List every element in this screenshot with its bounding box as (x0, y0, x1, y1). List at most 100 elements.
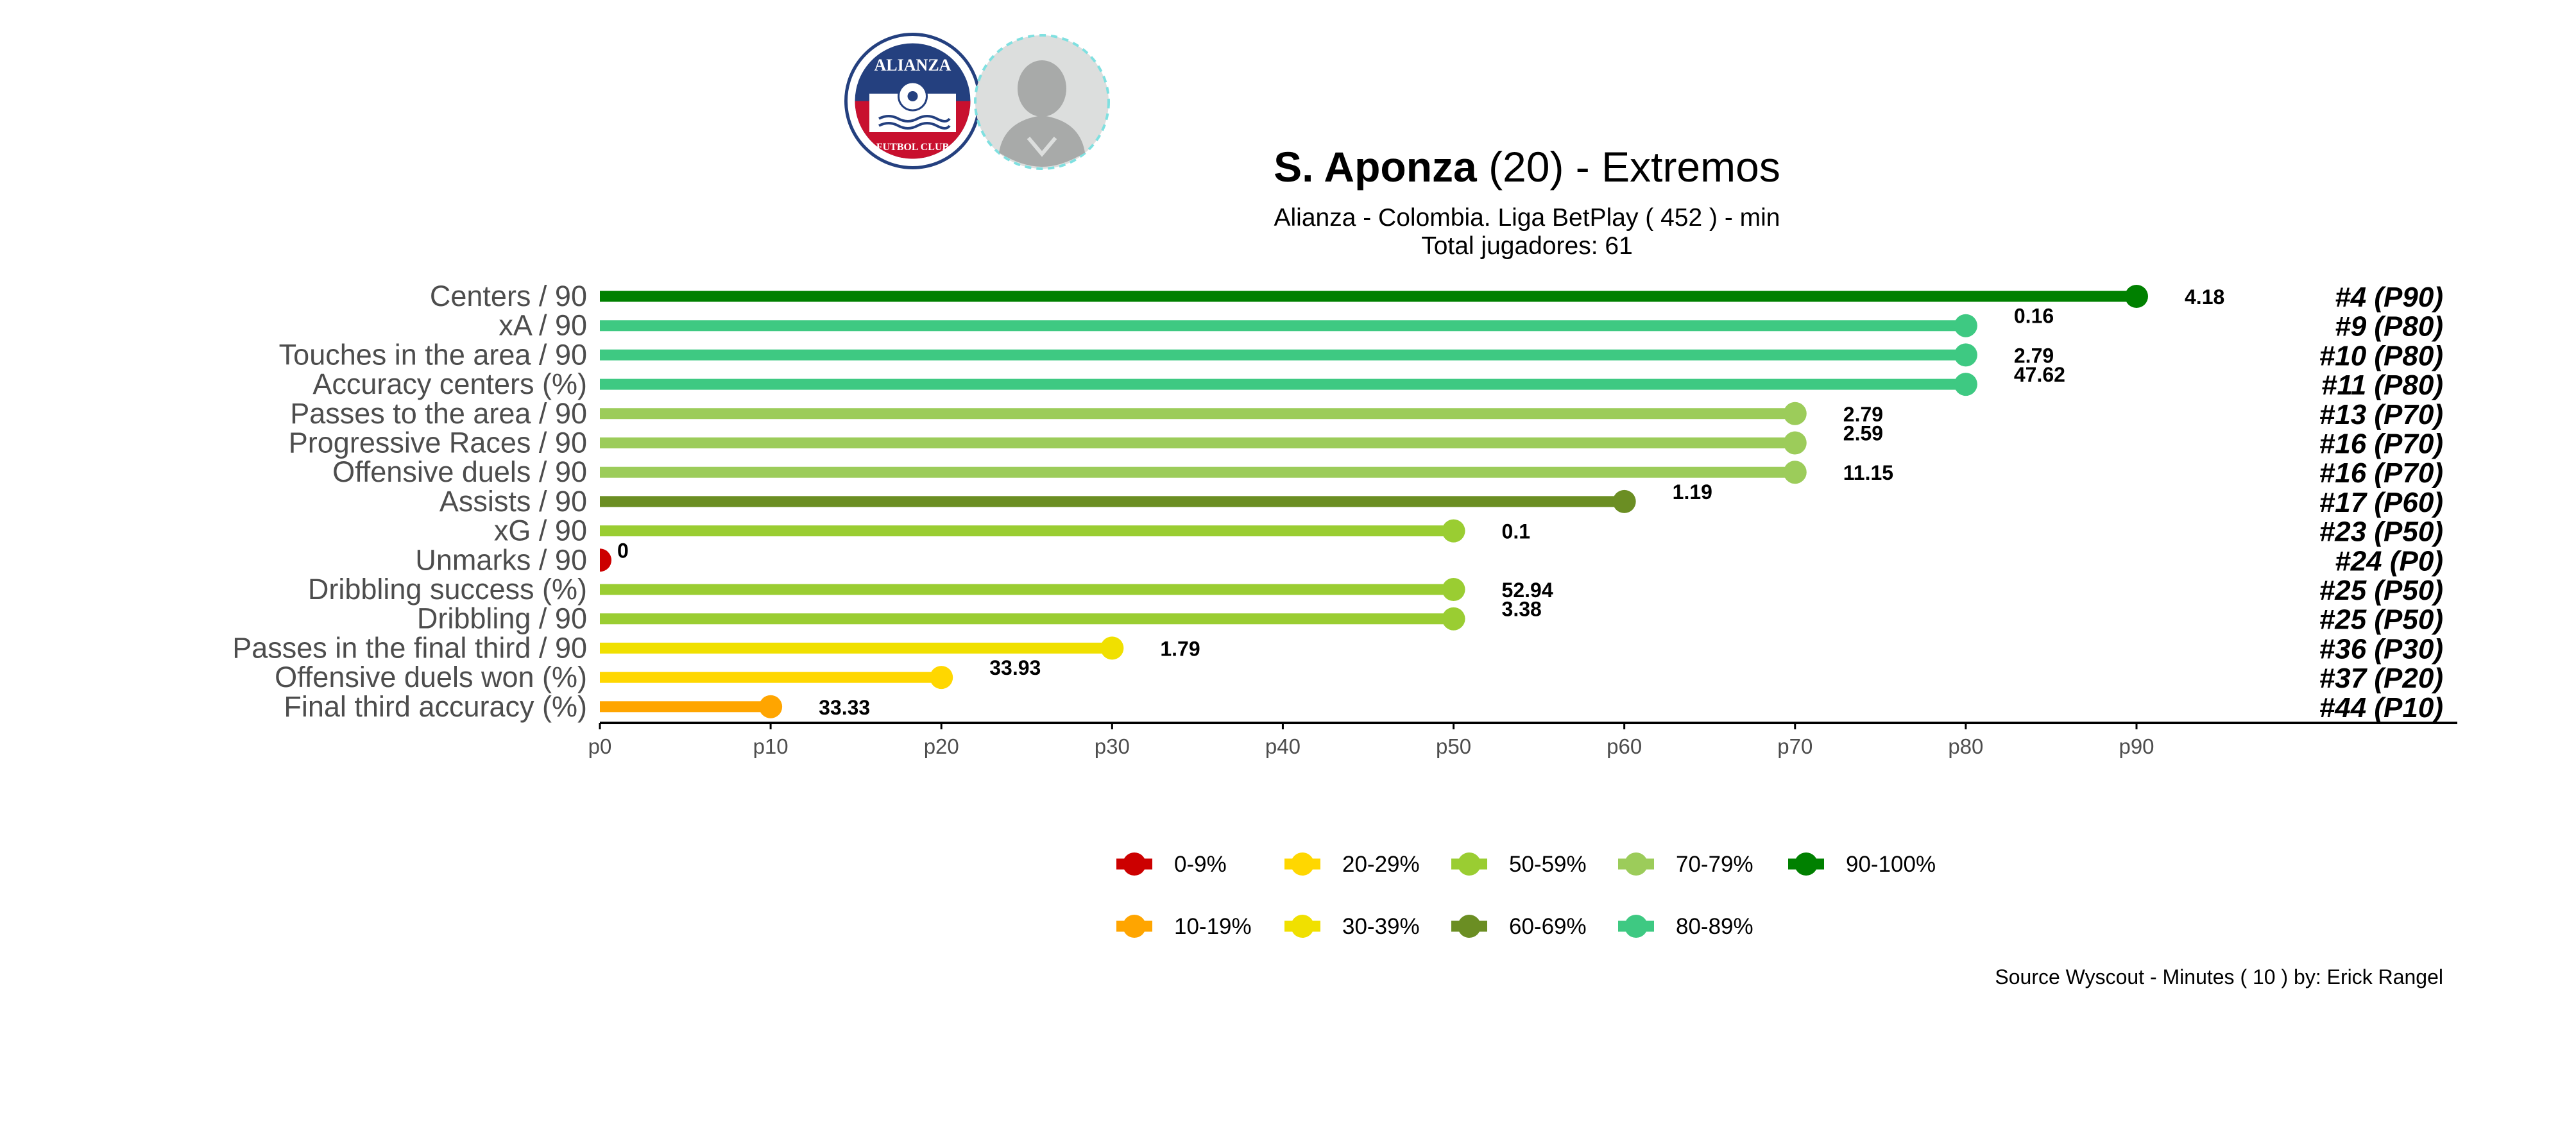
legend-swatch-dot (1123, 915, 1146, 938)
lollipop-dot (1954, 343, 1977, 367)
legend-swatch-dot (1123, 852, 1146, 876)
legend-swatch-dot (1625, 852, 1648, 876)
x-tick-label: p30 (1095, 734, 1130, 758)
legend-swatch-dot (1625, 915, 1648, 938)
player-avatar (972, 32, 1112, 172)
rank-label: #24 (P0) (2335, 545, 2443, 577)
x-tick-label: p50 (1436, 734, 1471, 758)
lollipop-dot (1783, 402, 1807, 425)
lollipop-dot (2125, 285, 2148, 308)
legend-label: 80-89% (1676, 914, 1753, 939)
rank-label: #4 (P90) (2335, 282, 2443, 313)
lollipop-dot (1783, 431, 1807, 455)
metric-label: Offensive duels / 90 (332, 455, 587, 488)
value-label: 4.18 (2185, 285, 2224, 309)
logo-text-bottom: FUTBOL CLUB (876, 142, 950, 153)
lollipop-dot (1442, 578, 1465, 601)
metric-label: Centers / 90 (430, 280, 587, 312)
value-label: 11.15 (1843, 461, 1893, 484)
x-tick-label: p60 (1607, 734, 1642, 758)
logo-text-top: ALIANZA (874, 56, 951, 74)
rank-label: #37 (P20) (2319, 663, 2443, 694)
legend-label: 30-39% (1342, 914, 1420, 939)
rank-label: #13 (P70) (2319, 399, 2443, 430)
metric-label: Unmarks / 90 (415, 543, 587, 576)
rank-label: #9 (P80) (2335, 311, 2443, 343)
total-players: Total jugadores: 61 (1421, 232, 1633, 260)
legend-label: 70-79% (1676, 852, 1753, 877)
player-age: (20) (1488, 143, 1564, 191)
metric-label: Accuracy centers (%) (312, 368, 587, 400)
metric-label: Dribbling / 90 (417, 602, 587, 635)
lollipop-dot (1783, 461, 1807, 484)
rank-label: #36 (P30) (2319, 633, 2443, 665)
metric-label: Passes in the final third / 90 (232, 631, 587, 664)
x-tick-label: p80 (1948, 734, 1983, 758)
lollipop-dot (930, 666, 953, 690)
legend-label: 20-29% (1342, 852, 1420, 877)
rank-label: #16 (P70) (2319, 457, 2443, 489)
metric-label: Dribbling success (%) (308, 573, 587, 606)
value-label: 2.79 (2014, 344, 2054, 367)
value-label: 1.79 (1160, 637, 1200, 660)
x-tick-label: p0 (588, 734, 612, 758)
rank-label: #17 (P60) (2319, 487, 2443, 518)
metric-label: xA / 90 (499, 309, 587, 342)
value-label: 47.62 (2014, 363, 2065, 386)
lollipop-dot (1954, 373, 1977, 396)
metric-label: Passes to the area / 90 (290, 397, 587, 430)
metric-label: Final third accuracy (%) (284, 690, 587, 723)
value-label: 3.38 (1502, 598, 1542, 621)
value-label: 33.93 (989, 656, 1041, 679)
lollipop-dot (600, 548, 612, 572)
value-label: 0.1 (1502, 520, 1530, 543)
player-name: S. Aponza (1274, 143, 1477, 191)
source-note: Source Wyscout - Minutes ( 10 ) by: Eric… (1995, 965, 2443, 988)
lollipop-dot (1442, 607, 1465, 631)
legend-swatch-dot (1291, 852, 1314, 876)
metric-label: Offensive duels won (%) (275, 661, 587, 693)
x-tick-label: p70 (1777, 734, 1813, 758)
lollipop-dot (759, 695, 783, 718)
legend-swatch-dot (1795, 852, 1818, 876)
lollipop-dot (1612, 489, 1636, 513)
legend-label: 50-59% (1509, 852, 1587, 877)
x-tick-label: p10 (753, 734, 789, 758)
x-tick-label: p90 (2119, 734, 2154, 758)
legend-label: 60-69% (1509, 914, 1587, 939)
player-position: - Extremos (1575, 143, 1780, 191)
value-label: 2.79 (1843, 403, 1883, 426)
chart-title: S. Aponza (20) - Extremos (898, 142, 2156, 191)
x-tick-label: p20 (924, 734, 959, 758)
lollipop-dot (1442, 519, 1465, 543)
value-label: 33.33 (819, 696, 870, 719)
lollipop-dot (1954, 314, 1977, 337)
club-logo: ALIANZA FUTBOL CLUB (844, 32, 982, 170)
chart-subtitle: Alianza - Colombia. Liga BetPlay ( 452 )… (1274, 204, 1780, 232)
legend-swatch-dot (1291, 915, 1314, 938)
value-label: 0.16 (2014, 305, 2054, 328)
rank-label: #16 (P70) (2319, 428, 2443, 460)
value-label: 2.59 (1843, 422, 1883, 445)
rank-label: #25 (P50) (2319, 604, 2443, 636)
rank-label: #44 (P10) (2319, 692, 2443, 724)
metric-label: Assists / 90 (439, 485, 587, 518)
metric-label: Touches in the area / 90 (279, 338, 587, 371)
legend-label: 0-9% (1174, 852, 1227, 877)
legend-swatch-dot (1458, 852, 1481, 876)
rank-label: #11 (P80) (2321, 369, 2443, 401)
rank-label: #23 (P50) (2319, 516, 2443, 548)
lollipop-dot (1100, 636, 1124, 660)
legend-swatch-dot (1458, 915, 1481, 938)
x-tick-label: p40 (1265, 734, 1301, 758)
value-label: 0 (617, 539, 629, 562)
value-label: 52.94 (1502, 579, 1553, 602)
rank-label: #10 (P80) (2319, 340, 2443, 371)
value-label: 1.19 (1673, 480, 1712, 504)
metric-label: xG / 90 (494, 514, 587, 547)
legend-label: 10-19% (1174, 914, 1252, 939)
legend-label: 90-100% (1846, 852, 1936, 877)
rank-label: #25 (P50) (2319, 575, 2443, 606)
metric-label: Progressive Races / 90 (289, 427, 587, 459)
